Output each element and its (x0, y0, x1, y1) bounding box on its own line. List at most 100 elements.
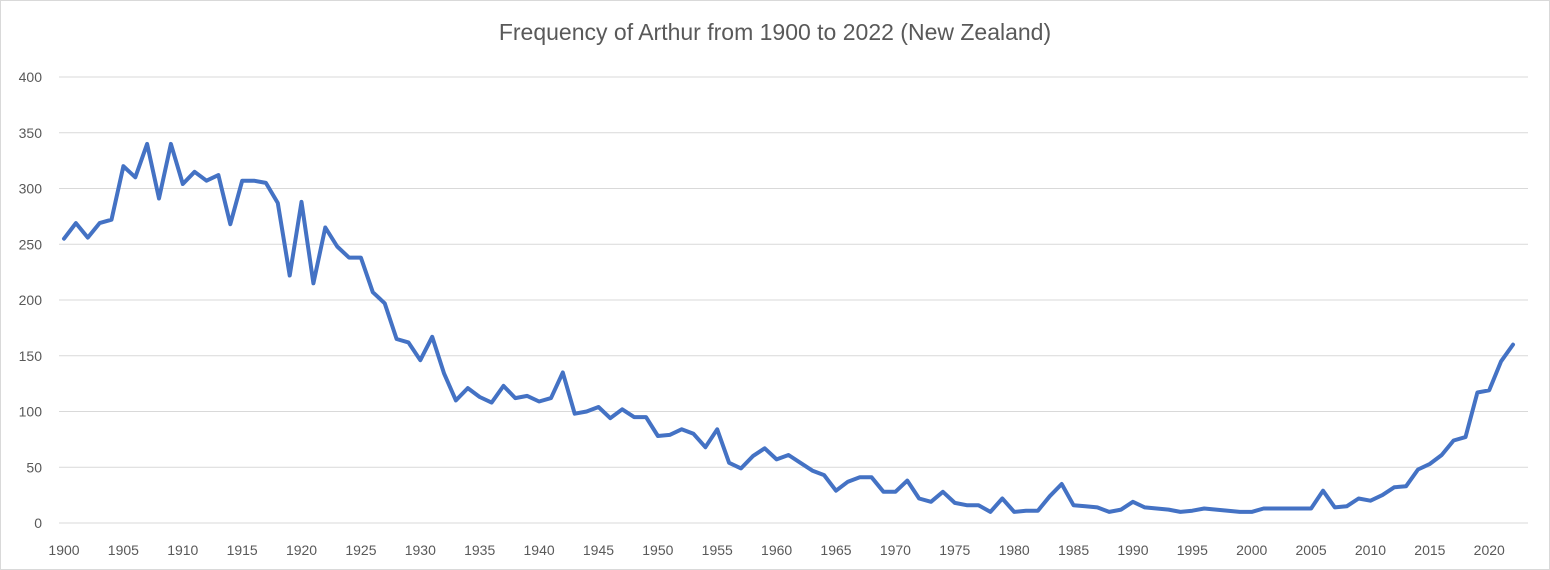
data-point (1346, 506, 1347, 507)
data-point (1192, 510, 1193, 511)
x-tick-label: 1965 (820, 542, 851, 558)
x-tick-label: 1930 (405, 542, 436, 558)
data-point (349, 257, 350, 258)
data-point (1144, 507, 1145, 508)
data-point (218, 175, 219, 176)
data-point (123, 166, 124, 167)
data-point (1513, 344, 1514, 345)
data-point (527, 395, 528, 396)
data-point (515, 398, 516, 399)
data-point (1323, 490, 1324, 491)
data-point (467, 388, 468, 389)
data-point (1477, 392, 1478, 393)
data-point (159, 198, 160, 199)
data-point (491, 402, 492, 403)
data-point (1132, 501, 1133, 502)
x-tick-label: 1910 (167, 542, 198, 558)
data-point (574, 413, 575, 414)
data-point (847, 481, 848, 482)
data-point (1049, 496, 1050, 497)
x-tick-label: 1900 (48, 542, 79, 558)
data-point (1037, 510, 1038, 511)
data-point (990, 511, 991, 512)
y-tick-label: 300 (19, 181, 43, 197)
y-tick-label: 250 (19, 236, 43, 252)
data-point (75, 223, 76, 224)
x-tick-label: 1945 (583, 542, 614, 558)
data-point (182, 184, 183, 185)
data-point (539, 401, 540, 402)
data-point (254, 180, 255, 181)
data-point (99, 223, 100, 224)
gridlines (59, 76, 1528, 524)
data-point (919, 498, 920, 499)
x-tick-label: 2015 (1414, 542, 1445, 558)
data-point (325, 227, 326, 228)
data-point (242, 180, 243, 181)
x-tick-label: 1950 (642, 542, 673, 558)
data-point (337, 246, 338, 247)
data-point (1394, 487, 1395, 488)
data-point (836, 490, 837, 491)
data-point (622, 409, 623, 410)
data-point (729, 462, 730, 463)
x-tick-label: 1990 (1117, 542, 1148, 558)
y-tick-label: 350 (19, 125, 43, 141)
data-point (800, 462, 801, 463)
data-point (64, 238, 65, 239)
data-point (776, 459, 777, 460)
data-point (1216, 509, 1217, 510)
data-point (1382, 495, 1383, 496)
data-point (1097, 507, 1098, 508)
data-point (610, 418, 611, 419)
data-point (503, 385, 504, 386)
data-point (883, 491, 884, 492)
data-point (693, 433, 694, 434)
data-point (764, 448, 765, 449)
x-tick-label: 1915 (227, 542, 258, 558)
data-point (895, 491, 896, 492)
data-point (812, 470, 813, 471)
data-point (741, 468, 742, 469)
data-point (111, 219, 112, 220)
data-point (705, 447, 706, 448)
data-point (1251, 511, 1252, 512)
data-point (954, 502, 955, 503)
data-point (1311, 508, 1312, 509)
data-point (313, 283, 314, 284)
data-point (230, 224, 231, 225)
data-point (408, 342, 409, 343)
data-point (1287, 508, 1288, 509)
data-point (942, 491, 943, 492)
x-axis-ticks: 1900 1905 1910 1915 1920 1925 1930 1935 1940 1945… (48, 542, 1505, 558)
data-point (1228, 510, 1229, 511)
data-point (1168, 509, 1169, 510)
data-point (432, 336, 433, 337)
data-point (824, 475, 825, 476)
x-tick-label: 1960 (761, 542, 792, 558)
x-tick-label: 1980 (999, 542, 1030, 558)
data-point (586, 411, 587, 412)
data-point (1418, 469, 1419, 470)
x-tick-label: 1955 (702, 542, 733, 558)
data-point (907, 480, 908, 481)
y-tick-label: 100 (19, 404, 43, 420)
data-point (194, 171, 195, 172)
data-point (562, 372, 563, 373)
data-point (657, 436, 658, 437)
data-point (634, 417, 635, 418)
data-point (871, 477, 872, 478)
data-point (598, 407, 599, 408)
data-point (1358, 498, 1359, 499)
data-point (1204, 508, 1205, 509)
x-tick-label: 1940 (524, 542, 555, 558)
data-point (1441, 455, 1442, 456)
series-line (62, 141, 1515, 514)
data-point (1489, 390, 1490, 391)
data-point (551, 398, 552, 399)
data-point (301, 201, 302, 202)
data-point (444, 373, 445, 374)
data-point (384, 303, 385, 304)
y-tick-label: 50 (26, 459, 42, 475)
